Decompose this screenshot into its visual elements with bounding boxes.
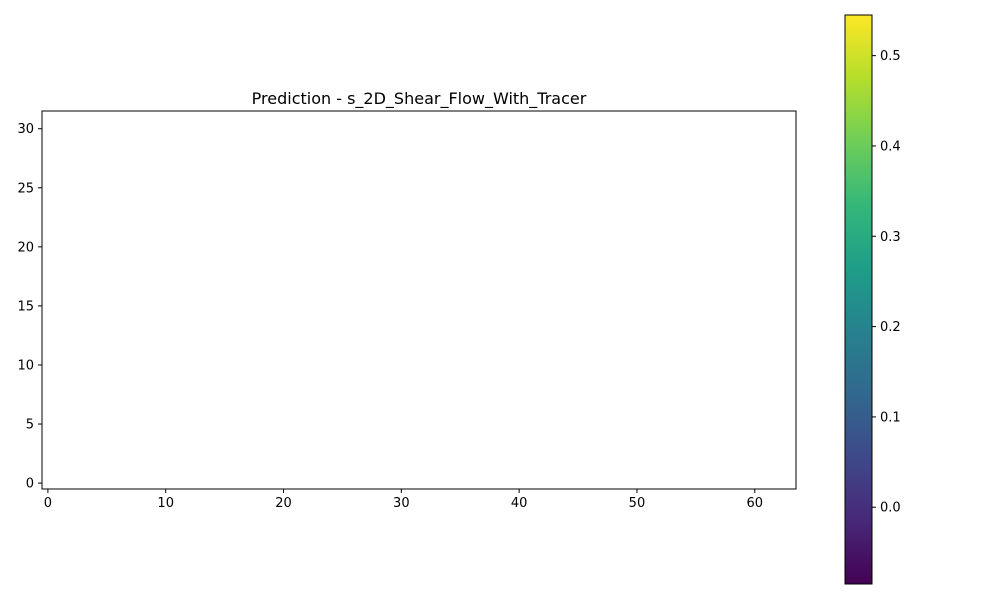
y-tick-label: 0 <box>26 477 34 492</box>
colorbar-tick-label: 0.3 <box>880 230 901 245</box>
y-tick-label: 5 <box>26 418 34 433</box>
x-tick-label: 60 <box>746 496 763 511</box>
colorbar-tick-label: 0.5 <box>880 49 901 64</box>
x-tick-label: 30 <box>393 496 410 511</box>
colorbar-tick-label: 0.4 <box>880 139 901 154</box>
colorbar-tick-label: 0.1 <box>880 410 901 425</box>
x-tick-label: 40 <box>511 496 528 511</box>
x-tick-label: 20 <box>275 496 292 511</box>
x-tick-label: 0 <box>44 496 52 511</box>
colorbar-axis: 0.0 0.1 0.2 0.3 0.4 0.5 <box>872 49 901 516</box>
x-axis: 0 10 20 30 40 50 60 <box>44 489 763 511</box>
chart-title: Prediction - s_2D_Shear_Flow_With_Tracer <box>252 89 587 109</box>
colorbar-tick-label: 0.0 <box>880 501 901 516</box>
colorbar-tick-label: 0.2 <box>880 320 901 335</box>
y-tick-label: 15 <box>17 299 34 314</box>
colorbar <box>844 14 873 585</box>
x-tick-label: 10 <box>157 496 174 511</box>
y-tick-label: 25 <box>17 181 34 196</box>
y-tick-label: 10 <box>17 358 34 373</box>
x-tick-label: 50 <box>629 496 646 511</box>
y-tick-label: 30 <box>17 122 34 137</box>
y-tick-label: 20 <box>17 240 34 255</box>
y-axis: 0 5 10 15 20 25 30 <box>17 122 42 492</box>
plot-area <box>41 110 797 490</box>
